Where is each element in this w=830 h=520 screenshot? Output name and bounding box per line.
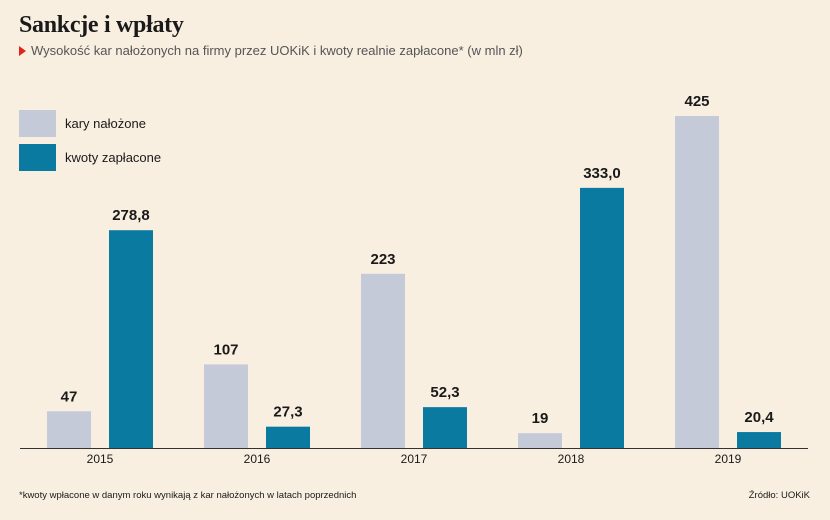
- bar-kwoty-2019: [737, 432, 781, 448]
- data-label-kary-2015: 47: [61, 388, 78, 405]
- data-label-kary-2018: 19: [532, 410, 549, 427]
- bar-kary-2016: [204, 364, 248, 448]
- data-label-kwoty-2019: 20,4: [744, 409, 774, 426]
- source: Źródło: UOKiK: [748, 490, 810, 501]
- chart-subtitle: Wysokość kar nałożonych na firmy przez U…: [19, 43, 523, 58]
- x-tick-label-2017: 2017: [401, 452, 428, 466]
- bar-kwoty-2016: [266, 426, 310, 448]
- legend-swatch-kwoty: [19, 144, 56, 171]
- x-tick-label-2015: 2015: [87, 452, 114, 466]
- data-label-kwoty-2018: 333,0: [583, 165, 621, 182]
- legend-item-kary: kary nałożone: [19, 110, 161, 137]
- chart-title: Sankcje i wpłaty: [19, 12, 184, 38]
- x-tick-label-2016: 2016: [244, 452, 271, 466]
- legend-label-kary: kary nałożone: [65, 116, 146, 131]
- legend-item-kwoty: kwoty zapłacone: [19, 144, 161, 171]
- legend: kary nałożone kwoty zapłacone: [19, 110, 161, 178]
- data-label-kary-2019: 425: [684, 93, 709, 110]
- bar-kwoty-2017: [423, 407, 467, 448]
- bar-kwoty-2018: [580, 187, 624, 449]
- footnote: *kwoty wpłacone w danym roku wynikają z …: [19, 490, 357, 501]
- data-label-kary-2017: 223: [370, 251, 395, 268]
- bar-kwoty-2015: [109, 230, 153, 448]
- x-tick-label-2019: 2019: [715, 452, 742, 466]
- x-tick-label-2018: 2018: [558, 452, 585, 466]
- bar-kary-2018: [518, 433, 562, 448]
- triangle-marker-icon: [19, 45, 26, 56]
- bar-kary-2019: [675, 116, 719, 448]
- data-label-kwoty-2017: 52,3: [430, 384, 459, 401]
- bar-kary-2017: [361, 273, 405, 448]
- legend-label-kwoty: kwoty zapłacone: [65, 150, 162, 165]
- data-label-kary-2016: 107: [213, 341, 238, 358]
- data-label-kwoty-2015: 278,8: [112, 207, 150, 224]
- legend-swatch-kary: [19, 110, 56, 137]
- subtitle-text: Wysokość kar nałożonych na firmy przez U…: [31, 43, 523, 58]
- bar-kary-2015: [47, 411, 91, 448]
- data-label-kwoty-2016: 27,3: [273, 404, 302, 421]
